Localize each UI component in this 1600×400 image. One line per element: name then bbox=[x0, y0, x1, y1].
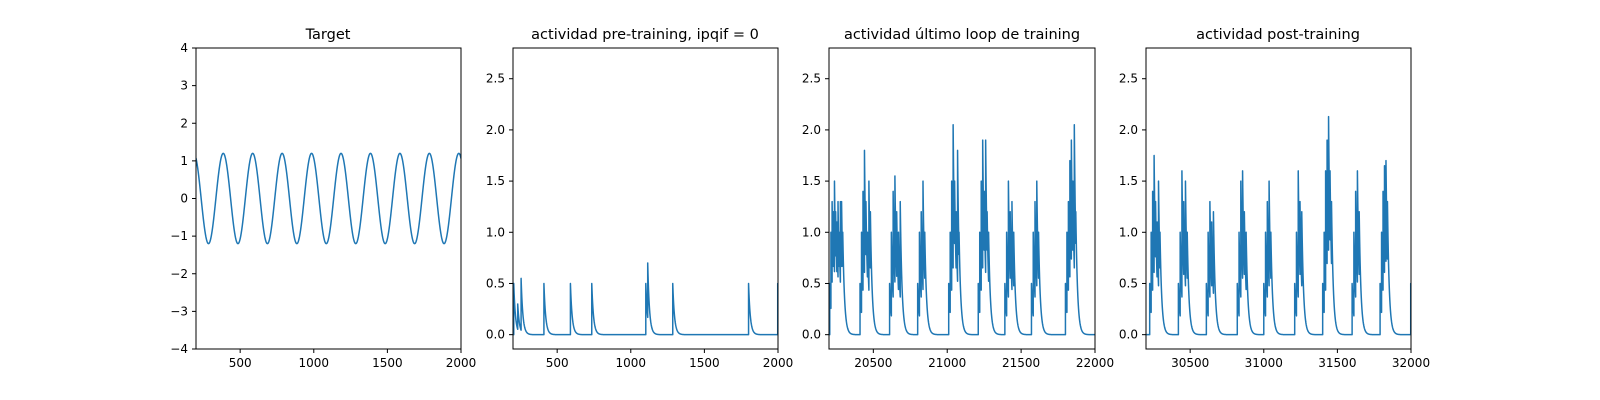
y-tick-label: −1 bbox=[170, 229, 188, 243]
y-tick-label: 0 bbox=[180, 192, 188, 206]
series-line bbox=[196, 152, 461, 245]
y-tick-label: 0.0 bbox=[1119, 328, 1138, 342]
x-tick-label: 21500 bbox=[1002, 356, 1040, 370]
series-line bbox=[829, 124, 1095, 336]
y-tick-label: 2.0 bbox=[486, 123, 505, 137]
y-tick-label: 1.0 bbox=[486, 225, 505, 239]
y-tick-label: 1.0 bbox=[1119, 225, 1138, 239]
x-tick-label: 31500 bbox=[1318, 356, 1356, 370]
axes-frame bbox=[512, 47, 779, 350]
y-tick-label: 1.0 bbox=[802, 225, 821, 239]
x-tick-label: 32000 bbox=[1392, 356, 1430, 370]
x-tick-label: 500 bbox=[546, 356, 569, 370]
x-tick-label: 21000 bbox=[928, 356, 966, 370]
y-tick-label: −3 bbox=[170, 304, 188, 318]
x-tick-label: 2000 bbox=[446, 356, 477, 370]
x-tick-label: 31000 bbox=[1245, 356, 1283, 370]
panel-last-training-loop: actividad último loop de training 20500 2… bbox=[802, 27, 1114, 370]
y-tick-label: 2.5 bbox=[1119, 72, 1138, 86]
x-tick-label: 2000 bbox=[763, 356, 794, 370]
axes-frame bbox=[828, 47, 1096, 350]
x-tick-label: 1500 bbox=[689, 356, 720, 370]
panel-title: Target bbox=[305, 27, 351, 43]
x-tick-label: 1000 bbox=[616, 356, 647, 370]
panel-post-training: actividad post-training 30500 31000 31500 3… bbox=[1119, 27, 1430, 370]
series-line bbox=[513, 262, 778, 336]
axes-frame bbox=[1145, 47, 1412, 350]
y-tick-label: 0.5 bbox=[802, 276, 821, 290]
y-tick-label: 2.5 bbox=[802, 72, 821, 86]
y-tick-label: 2 bbox=[180, 116, 188, 130]
y-tick-label: 3 bbox=[180, 79, 188, 93]
y-tick-label: 2.0 bbox=[802, 123, 821, 137]
y-tick-label: 1.5 bbox=[1119, 174, 1138, 188]
x-tick-label: 30500 bbox=[1171, 356, 1209, 370]
y-tick-label: 0.5 bbox=[1119, 276, 1138, 290]
panel-target: Target 500 1000 1500 2000 −4 −3 −2 −1 0 1 2 3 4 bbox=[170, 27, 476, 370]
y-tick-label: 2.0 bbox=[1119, 123, 1138, 137]
y-tick-label: 0.0 bbox=[802, 328, 821, 342]
y-tick-label: −4 bbox=[170, 342, 188, 356]
y-tick-label: 2.5 bbox=[486, 72, 505, 86]
y-tick-label: 0.0 bbox=[486, 328, 505, 342]
panel-title: actividad pre-training, ipqif = 0 bbox=[531, 27, 759, 43]
y-tick-label: −2 bbox=[170, 267, 188, 281]
x-tick-label: 1000 bbox=[299, 356, 330, 370]
panel-pre-training: actividad pre-training, ipqif = 0 500 100… bbox=[486, 27, 793, 370]
y-tick-label: 1.5 bbox=[802, 174, 821, 188]
y-tick-label: 0.5 bbox=[486, 276, 505, 290]
y-tick-label: 1.5 bbox=[486, 174, 505, 188]
x-tick-label: 500 bbox=[229, 356, 252, 370]
panel-title: actividad post-training bbox=[1196, 27, 1360, 43]
y-tick-label: 1 bbox=[180, 154, 188, 168]
panel-title: actividad último loop de training bbox=[844, 27, 1080, 43]
x-tick-label: 1500 bbox=[372, 356, 403, 370]
x-tick-label: 20500 bbox=[854, 356, 892, 370]
x-tick-label: 22000 bbox=[1076, 356, 1114, 370]
series-line bbox=[1146, 115, 1411, 336]
y-tick-label: 4 bbox=[180, 41, 188, 55]
